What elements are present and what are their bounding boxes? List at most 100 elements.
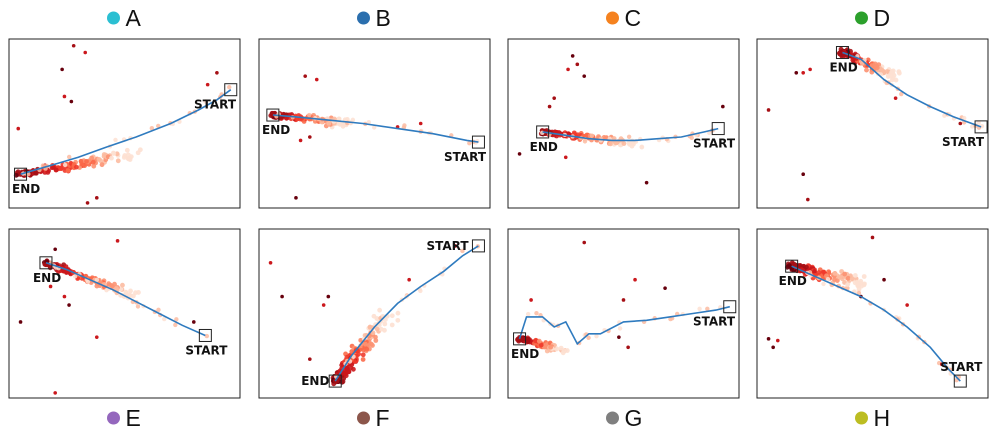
start-label: START bbox=[194, 98, 237, 112]
outlier-point bbox=[766, 337, 771, 341]
axes-frame bbox=[258, 228, 491, 399]
plot-area bbox=[13, 43, 232, 205]
plot-area bbox=[268, 244, 481, 387]
axes-frame bbox=[507, 228, 740, 399]
axes-frame bbox=[756, 228, 989, 399]
scatter-point bbox=[617, 326, 623, 331]
scatter-point bbox=[705, 306, 710, 312]
scatter-point bbox=[111, 151, 117, 156]
scatter-point bbox=[133, 290, 138, 296]
plot-area bbox=[766, 235, 961, 383]
outlier-point bbox=[308, 135, 312, 139]
scatter-point bbox=[383, 317, 388, 322]
outlier-point bbox=[53, 247, 57, 252]
scatter-point bbox=[127, 157, 133, 162]
scatter-point bbox=[856, 286, 862, 292]
scatter-point bbox=[962, 115, 967, 121]
outlier-point bbox=[298, 138, 303, 143]
axes-frame bbox=[258, 38, 491, 209]
scatter-point bbox=[525, 339, 531, 345]
outlier-point bbox=[115, 239, 120, 243]
trajectory-line bbox=[272, 114, 479, 143]
scatter-point bbox=[109, 155, 114, 161]
end-label: END bbox=[829, 61, 857, 75]
panel-title: D bbox=[874, 5, 891, 31]
scatter-point bbox=[343, 373, 349, 379]
trajectory-line bbox=[791, 265, 961, 382]
scatter-point bbox=[90, 159, 96, 165]
outlier-point bbox=[418, 121, 423, 126]
end-marker bbox=[39, 256, 53, 270]
end-label: END bbox=[511, 347, 539, 361]
end-marker bbox=[536, 125, 550, 139]
scatter-point bbox=[884, 69, 890, 74]
scatter-point bbox=[306, 112, 312, 118]
outlier-point bbox=[69, 99, 74, 104]
outlier-point bbox=[566, 67, 570, 72]
scatter-point bbox=[336, 116, 342, 122]
scatter-point bbox=[533, 338, 538, 344]
start-label: START bbox=[693, 315, 736, 329]
scatter-point bbox=[367, 324, 373, 330]
outlier-point bbox=[303, 74, 308, 78]
scatter-point bbox=[173, 322, 178, 328]
scatter-point bbox=[89, 155, 95, 161]
outlier-point bbox=[321, 303, 326, 307]
outlier-point bbox=[71, 43, 76, 48]
scatter-point bbox=[548, 344, 554, 350]
title-dot bbox=[855, 11, 868, 25]
trajectory-line bbox=[842, 51, 982, 128]
panel-title: A bbox=[126, 5, 142, 31]
scatter-point bbox=[162, 316, 167, 322]
scatter-point bbox=[395, 317, 401, 323]
scatter-point bbox=[395, 310, 401, 316]
scatter-point bbox=[374, 316, 380, 321]
scatter-point bbox=[890, 68, 896, 74]
scatter-point bbox=[337, 121, 343, 127]
panel-title: F bbox=[376, 405, 390, 431]
outlier-point bbox=[529, 298, 533, 302]
scatter-point bbox=[91, 163, 97, 169]
scatter-point bbox=[825, 276, 831, 282]
scatter-point bbox=[836, 274, 842, 280]
outlier-point bbox=[808, 67, 812, 72]
start-label: START bbox=[444, 150, 487, 164]
scatter-point bbox=[586, 335, 591, 341]
scatter-point bbox=[123, 290, 129, 296]
scatter-point bbox=[339, 362, 345, 368]
scatter-point bbox=[370, 343, 375, 348]
scatter-point bbox=[589, 133, 595, 138]
scatter-point bbox=[360, 357, 366, 362]
scatter-point bbox=[821, 281, 826, 287]
scatter-point bbox=[350, 117, 356, 122]
scatter-point bbox=[127, 293, 132, 298]
title-dot bbox=[107, 411, 120, 425]
scatter-point bbox=[109, 284, 115, 289]
scatter-point bbox=[121, 154, 127, 160]
scatter-point bbox=[45, 169, 51, 175]
scatter-point bbox=[56, 269, 61, 274]
scatter-point bbox=[115, 158, 121, 164]
outlier-point bbox=[806, 197, 810, 202]
outlier-point bbox=[85, 201, 90, 205]
scatter-point bbox=[120, 282, 125, 288]
panel-title: E bbox=[126, 405, 141, 431]
scatter-point bbox=[639, 144, 645, 150]
start-marker bbox=[711, 122, 725, 136]
title-dot bbox=[855, 411, 868, 425]
outlier-point bbox=[308, 357, 312, 361]
start-label: START bbox=[942, 135, 985, 149]
scatter-point bbox=[344, 366, 350, 372]
outlier-point bbox=[326, 294, 331, 299]
scatter-point bbox=[594, 333, 599, 339]
outlier-point bbox=[67, 303, 71, 307]
outlier-point bbox=[882, 277, 886, 282]
scatter-point bbox=[536, 338, 542, 344]
scatter-point bbox=[852, 280, 858, 286]
plot-area bbox=[515, 240, 730, 356]
start-marker bbox=[953, 374, 967, 388]
outlier-point bbox=[517, 152, 522, 156]
outlier-point bbox=[575, 62, 580, 67]
scatter-point bbox=[869, 63, 875, 69]
axes-frame bbox=[507, 38, 740, 209]
